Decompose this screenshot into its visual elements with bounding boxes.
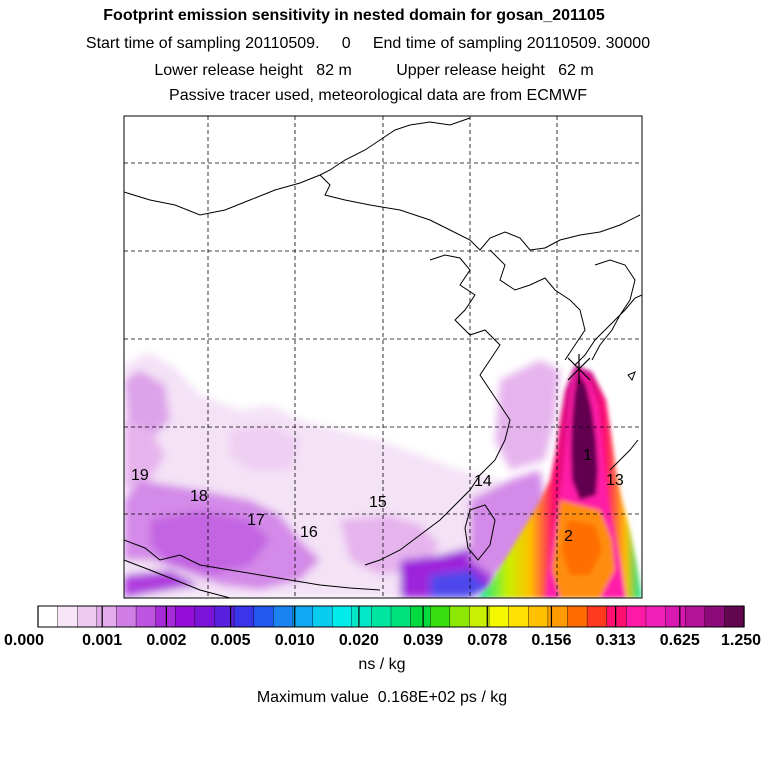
- colorbar-cell: [194, 605, 216, 628]
- colorbar-tick-label: 0.078: [467, 632, 507, 649]
- colorbar-tick-label: 0.002: [146, 632, 186, 649]
- colorbar-tick-label: 0.005: [211, 632, 251, 649]
- colorbar-cell: [606, 605, 627, 628]
- colorbar-ticks: [37, 606, 745, 627]
- colorbar-cell: [626, 605, 647, 628]
- concentration-field: [124, 352, 642, 598]
- colorbar-cell: [684, 605, 706, 628]
- colorbar-cell: [410, 605, 431, 628]
- day-label: 2: [564, 528, 573, 545]
- day-label: 19: [131, 467, 149, 484]
- colorbar-cell: [645, 605, 667, 628]
- colorbar-cell: [253, 605, 274, 628]
- colorbar-tick-label: 0.010: [275, 632, 315, 649]
- day-label: 1: [583, 447, 592, 464]
- colorbar-cell: [96, 605, 118, 628]
- colorbar-cell: [488, 605, 510, 628]
- colorbar-cell: [351, 605, 372, 628]
- colorbar-cell: [37, 605, 59, 628]
- colorbar-cell: [586, 605, 608, 628]
- colorbar-cells: [37, 605, 745, 628]
- map-frame: [123, 115, 643, 599]
- receptor-marker-icon: [567, 354, 591, 384]
- day-label: 13: [606, 472, 624, 489]
- day-label: 17: [247, 512, 265, 529]
- colorbar-tick-label: 0.039: [403, 632, 443, 649]
- colorbar-cell: [135, 605, 157, 628]
- colorbar-tick-label: 0.000: [4, 632, 44, 649]
- plot-title: Footprint emission sensitivity in nested…: [103, 7, 605, 24]
- colorbar-cell: [331, 605, 353, 628]
- colorbar-cell: [724, 605, 745, 628]
- colorbar-cell: [665, 605, 686, 628]
- day-label: 18: [190, 488, 208, 505]
- day-label: 14: [474, 473, 492, 490]
- colorbar-cell: [449, 605, 471, 628]
- release-height-line: Lower release height 82 m Upper release …: [154, 62, 594, 79]
- colorbar-cell: [390, 605, 412, 628]
- colorbar-cell: [704, 605, 725, 628]
- maximum-value: Maximum value 0.168E+02 ps / kg: [256, 689, 508, 706]
- colorbar-tick-label: 1.250: [721, 632, 761, 649]
- colorbar-tick-label: 0.020: [339, 632, 379, 649]
- colorbar-cell: [567, 605, 588, 628]
- tracer-info-line: Passive tracer used, meteorological data…: [169, 87, 587, 104]
- colorbar-cell: [292, 605, 314, 628]
- colorbar-cell: [430, 605, 451, 628]
- colorbar-labels: 0.000 0.001 0.002 0.005 0.010 0.020 0.039 0.078…: [4, 632, 761, 649]
- colorbar-cell: [214, 605, 235, 628]
- sampling-time-line: Start time of sampling 20110509. 0 End t…: [85, 35, 651, 52]
- lat-lon-grid: [124, 116, 642, 598]
- colorbar-cell: [371, 605, 392, 628]
- colorbar-cell: [233, 605, 255, 628]
- colorbar-tick-label: 0.625: [660, 632, 700, 649]
- colorbar-tick-label: 0.001: [82, 632, 122, 649]
- colorbar-cell: [312, 605, 333, 628]
- colorbar-cell: [528, 605, 549, 628]
- colorbar-cell: [155, 605, 176, 628]
- coastlines: [124, 117, 642, 598]
- colorbar-cell: [273, 605, 294, 628]
- day-label: 16: [300, 524, 318, 541]
- colorbar-cell: [116, 605, 137, 628]
- colorbar-cell: [57, 605, 78, 628]
- colorbar-tick-label: 0.156: [531, 632, 571, 649]
- colorbar-cell: [77, 605, 98, 628]
- day-label: 15: [369, 494, 387, 511]
- colorbar-unit: ns / kg: [358, 656, 406, 673]
- colorbar-cell: [469, 605, 490, 628]
- colorbar-cell: [175, 605, 196, 628]
- colorbar-cell: [508, 605, 529, 628]
- colorbar-tick-label: 0.313: [596, 632, 636, 649]
